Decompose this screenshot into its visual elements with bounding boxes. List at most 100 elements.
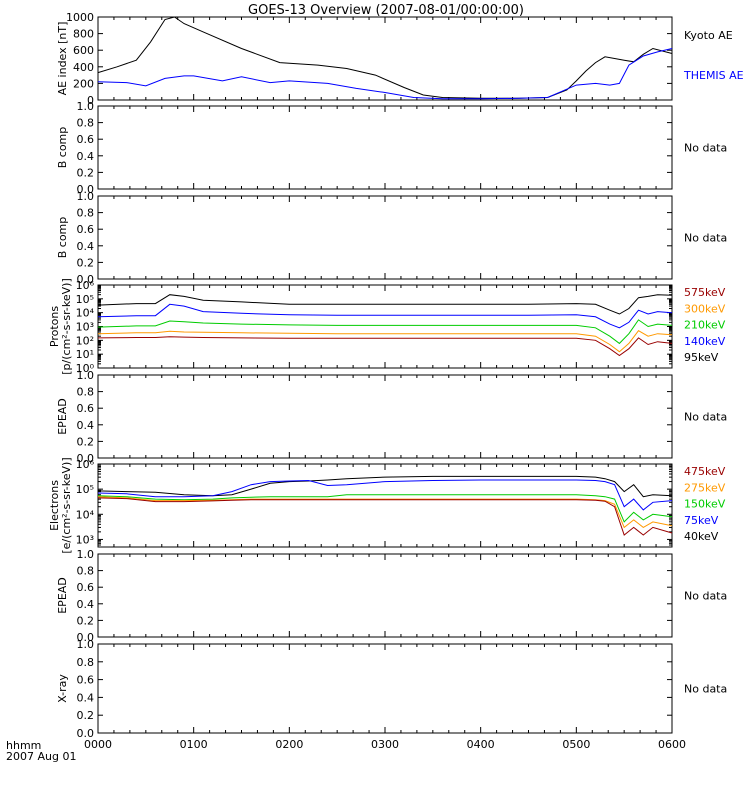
y-tick-label: 10³ xyxy=(76,533,94,546)
y-tick-label: 1000 xyxy=(66,11,94,24)
series-line-140kev xyxy=(97,303,673,329)
legend-entry: Kyoto AE xyxy=(684,29,733,42)
y-axis-label: Electrons xyxy=(48,480,61,531)
series-line-210kev xyxy=(97,319,673,345)
y-tick-label: 10³ xyxy=(76,321,94,334)
legend-entry: 275keV xyxy=(684,481,726,494)
series-line-95kev xyxy=(97,294,673,315)
y-tick-label: 0.4 xyxy=(77,150,95,163)
x-tick-label: 0300 xyxy=(371,738,399,751)
y-axis-label: EPEAD xyxy=(56,577,69,614)
y-tick-label: 0.8 xyxy=(77,656,95,669)
panel-frame xyxy=(97,643,673,734)
y-axis-unit: [e/(cm²-s-sr-keV)] xyxy=(60,457,73,553)
x-axis: 0000 0100 0200 0300 0400 0500 0600 xyxy=(84,738,686,751)
panel-frame xyxy=(97,195,673,280)
panel-electrons: 10³ 10⁴ 10⁵ 10⁶ Electrons [e/(cm²-s-sr-keV)] 4… xyxy=(48,457,726,553)
panel-xray: 0.0 0.2 0.4 0.6 0.8 1.0 X-ray No data xyxy=(56,638,727,740)
y-tick-label: 10⁶ xyxy=(76,279,95,292)
y-tick-label: 0.4 xyxy=(77,240,95,253)
y-axis-label: AE index [nT] xyxy=(56,22,69,96)
x-tick-label: 0100 xyxy=(180,738,208,751)
x-tick-label: 0600 xyxy=(658,738,686,751)
y-tick-label: 0.2 xyxy=(77,166,95,179)
series-line-300kev xyxy=(97,330,673,353)
series-line-475kev xyxy=(97,497,673,536)
y-axis-label: B comp xyxy=(56,217,69,259)
y-axis-label: Protons xyxy=(48,306,61,347)
y-axis-label: B comp xyxy=(56,127,69,169)
y-tick-label: 0.8 xyxy=(77,565,95,578)
y-tick-label: 0.0 xyxy=(77,727,95,740)
panel-epead1: 0.0 0.2 0.4 0.6 0.8 1.0 EPEAD No data xyxy=(56,369,727,465)
y-tick-label: 10⁴ xyxy=(76,307,95,320)
panel-status: No data xyxy=(684,232,727,245)
y-tick-label: 0.6 xyxy=(77,223,95,236)
series-line-150kev xyxy=(97,494,673,523)
y-axis-label: EPEAD xyxy=(56,398,69,435)
y-tick-label: 1.0 xyxy=(77,548,95,561)
x-axis-caption-date: 2007 Aug 01 xyxy=(6,750,76,763)
y-tick-label: 10¹ xyxy=(76,348,94,361)
y-tick-label: 10⁵ xyxy=(76,293,94,306)
y-tick-label: 0.8 xyxy=(77,207,95,220)
panel-bcomp2: 0.0 0.2 0.4 0.6 0.8 1.0 B comp No data xyxy=(56,190,727,286)
y-tick-label: 1.0 xyxy=(77,369,95,382)
y-tick-label: 0.6 xyxy=(77,402,95,415)
series-line-575kev xyxy=(97,336,673,357)
series-line-75kev xyxy=(97,479,673,511)
y-tick-label: 0.4 xyxy=(77,691,95,704)
y-tick-label: 0.4 xyxy=(77,598,95,611)
y-tick-label: 0.0 xyxy=(77,273,95,286)
y-tick-label: 0.4 xyxy=(77,419,95,432)
y-tick-label: 800 xyxy=(73,28,94,41)
panel-frame xyxy=(97,553,673,638)
y-tick-label: 0.6 xyxy=(77,581,95,594)
y-tick-label: 0.0 xyxy=(77,631,95,644)
legend-entry: 40keV xyxy=(684,530,719,543)
y-tick-label: 0.2 xyxy=(77,614,95,627)
y-tick-label: 0.8 xyxy=(77,117,95,130)
y-tick-label: 600 xyxy=(73,44,94,57)
y-tick-label: 200 xyxy=(73,77,94,90)
panel-status: No data xyxy=(684,590,727,603)
y-tick-label: 10⁶ xyxy=(76,458,95,471)
y-tick-label: 0.0 xyxy=(77,183,95,196)
y-tick-label: 0 xyxy=(87,94,94,107)
legend-entry: 75keV xyxy=(684,514,719,527)
panel-status: No data xyxy=(684,683,727,696)
y-tick-label: 10² xyxy=(76,334,94,347)
panel-epead2: 0.0 0.2 0.4 0.6 0.8 1.0 EPEAD No data xyxy=(56,548,727,644)
y-tick-label: 10⁴ xyxy=(76,508,95,521)
panel-status: No data xyxy=(684,411,727,424)
y-tick-label: 0.2 xyxy=(77,256,95,269)
legend-entry: 210keV xyxy=(684,319,726,332)
y-tick-label: 10⁰ xyxy=(76,362,95,375)
y-tick-label: 0.2 xyxy=(77,709,95,722)
legend-entry: 140keV xyxy=(684,335,726,348)
legend-entry: 575keV xyxy=(684,286,726,299)
y-tick-label: 0.8 xyxy=(77,386,95,399)
y-tick-label: 1.0 xyxy=(77,638,95,651)
panel-frame xyxy=(97,374,673,459)
legend-entry: 150keV xyxy=(684,498,726,511)
y-tick-label: 1.0 xyxy=(77,100,95,113)
panel-frame xyxy=(97,105,673,190)
y-tick-label: 1.0 xyxy=(77,190,95,203)
legend-entry: 95keV xyxy=(684,351,719,364)
y-tick-label: 400 xyxy=(73,61,94,74)
y-axis-label: X-ray xyxy=(56,674,69,703)
y-axis-unit: [p/(cm²-s-sr-keV)] xyxy=(60,278,73,375)
x-tick-label: 0200 xyxy=(275,738,303,751)
x-tick-label: 0400 xyxy=(467,738,495,751)
figure-title: GOES-13 Overview (2007-08-01/00:00:00) xyxy=(248,3,524,18)
y-tick-label: 0.6 xyxy=(77,674,95,687)
y-tick-label: 0.6 xyxy=(77,133,95,146)
y-tick-label: 0.2 xyxy=(77,435,95,448)
legend-entry: 300keV xyxy=(684,302,726,315)
series-line-themis-ae xyxy=(97,48,673,100)
